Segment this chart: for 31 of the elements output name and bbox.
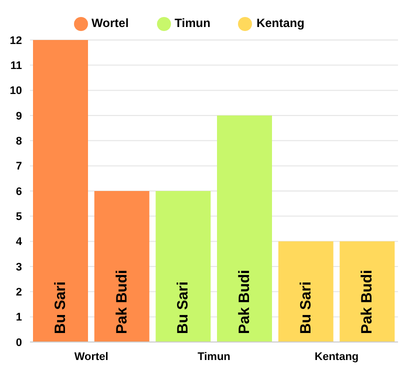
data-label: Pak Budi [236, 270, 253, 334]
y-tick-label: 7 [16, 160, 22, 173]
bar [217, 116, 272, 342]
y-tick-label: 6 [16, 186, 22, 198]
data-label: Bu Sari [52, 281, 69, 334]
y-tick-label: 1 [16, 312, 22, 324]
data-label: Bu Sari [297, 281, 314, 334]
text: Kentang [314, 351, 359, 363]
y-tick-label: 10 [10, 85, 22, 98]
y-tick-label: 5 [16, 211, 22, 224]
y-tick-label: 0 [16, 336, 22, 349]
text: Wortel [74, 351, 108, 363]
bar [156, 191, 211, 342]
text: Timun [198, 351, 230, 363]
legend-label: Kentang [256, 16, 304, 30]
data-label: Bu Sari [174, 281, 192, 334]
bar [94, 191, 150, 342]
y-tick-label: 2 [16, 286, 22, 299]
legend-label: Timun [174, 16, 210, 30]
y-tick-label: 4 [16, 236, 23, 248]
legend-label: Wortel [92, 16, 129, 30]
data-label: Pak Budi [358, 270, 376, 334]
data-label: Pak Budi [113, 270, 130, 334]
y-tick-label: 9 [16, 110, 22, 122]
bar [33, 40, 88, 342]
y-tick-label: 12 [10, 34, 22, 47]
y-tick-label: 3 [16, 261, 22, 274]
bar [340, 241, 395, 342]
bar [278, 241, 334, 342]
y-tick-label: 8 [16, 136, 22, 148]
y-tick-label: 11 [10, 60, 22, 72]
